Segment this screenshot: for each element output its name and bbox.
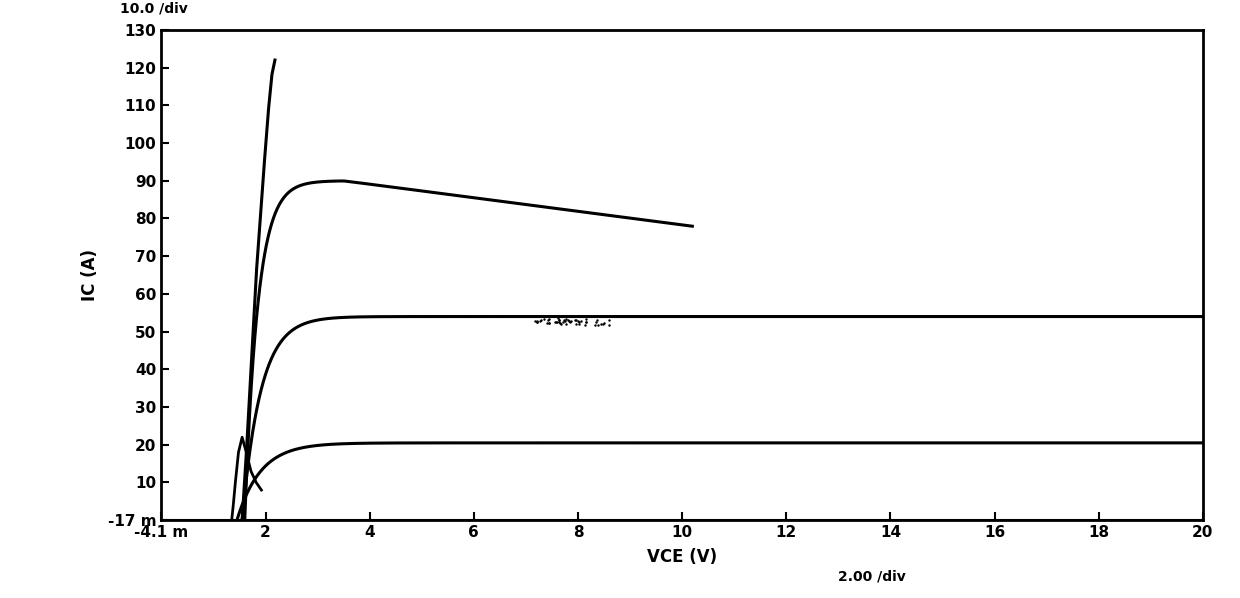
Text: 10.0 /div: 10.0 /div [119, 1, 187, 15]
X-axis label: VCE (V): VCE (V) [647, 548, 717, 566]
Y-axis label: IC (A): IC (A) [82, 249, 99, 301]
Text: 2.00 /div: 2.00 /div [838, 569, 906, 583]
